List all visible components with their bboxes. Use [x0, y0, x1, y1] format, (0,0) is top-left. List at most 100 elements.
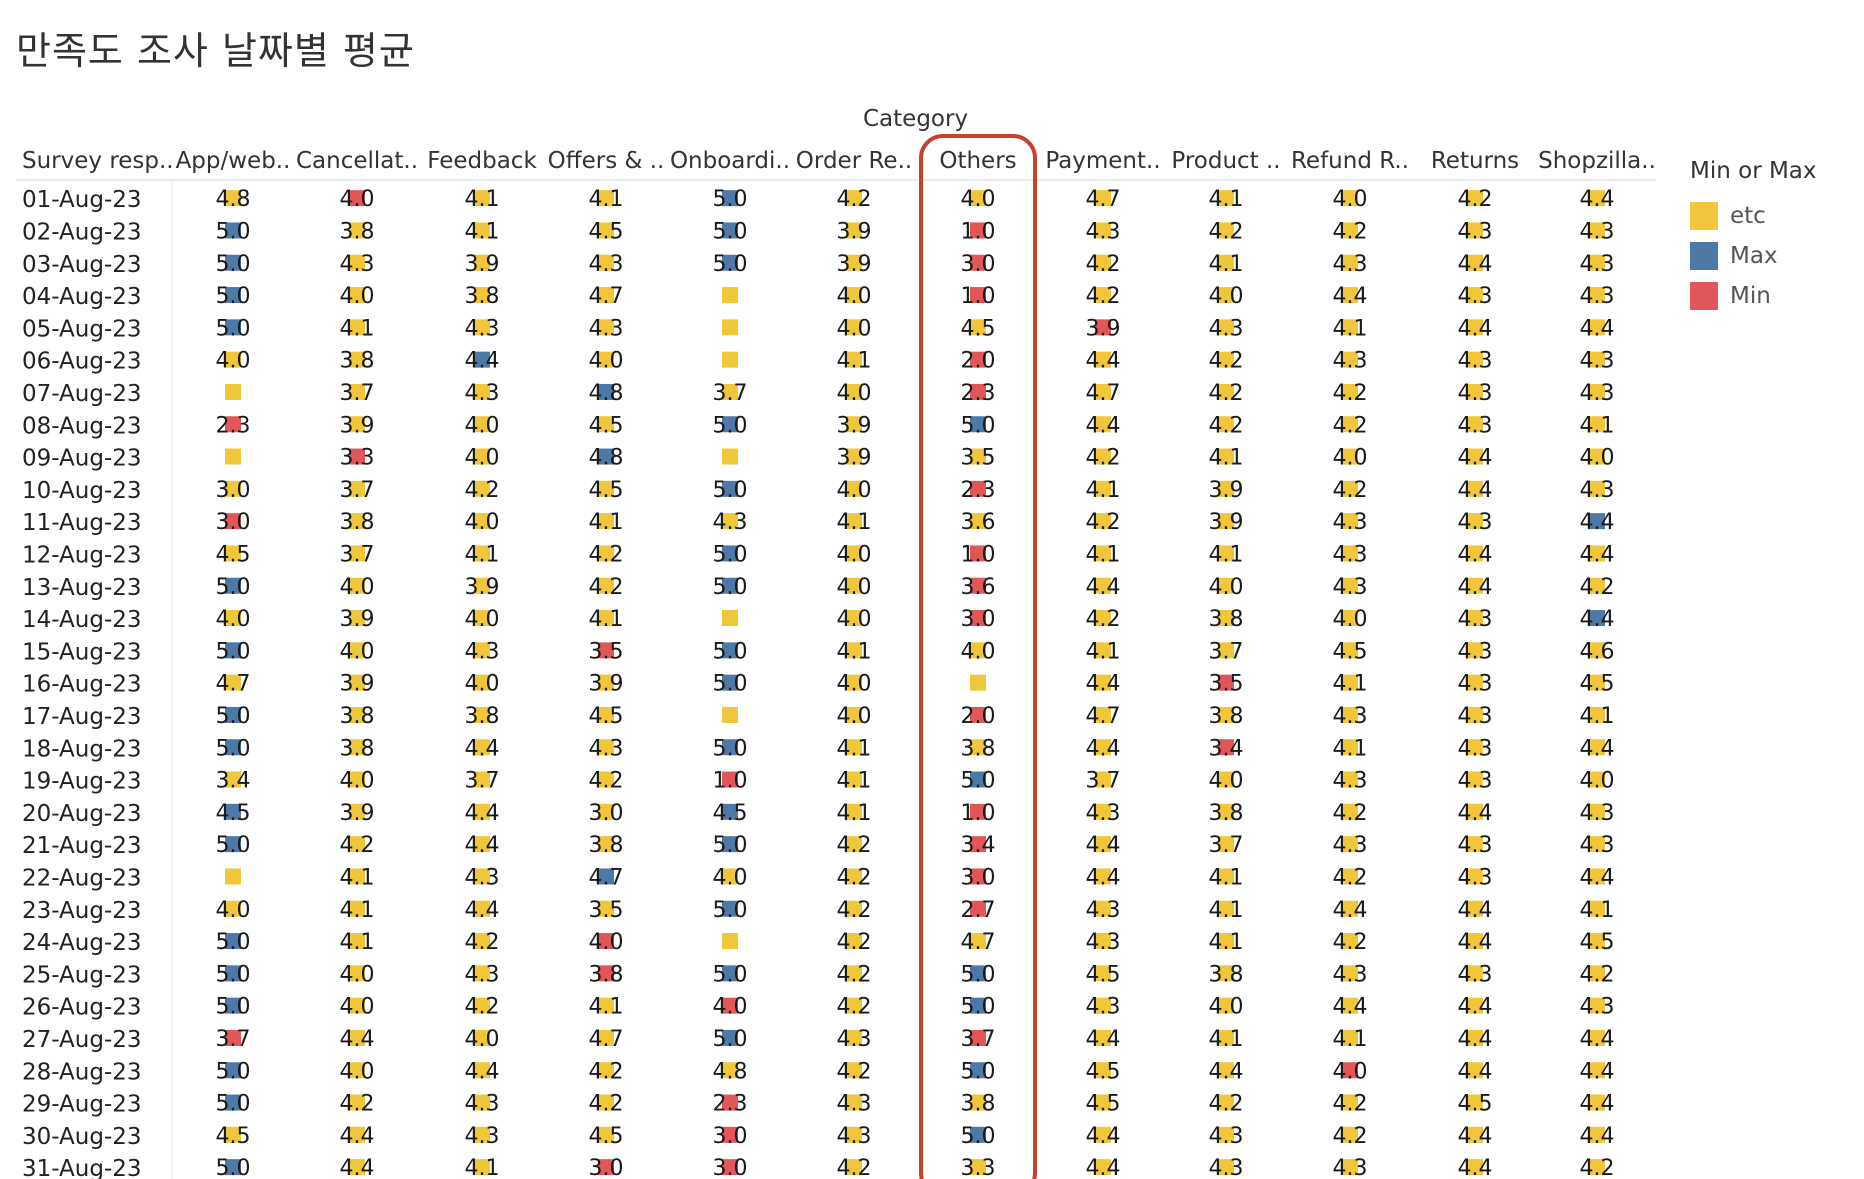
- cell-value: 5.0: [961, 1059, 996, 1084]
- cell-marker-etc: [1467, 706, 1483, 723]
- cell-value: 4.4: [1086, 413, 1121, 438]
- cell-value: 5.0: [961, 995, 996, 1020]
- legend-title: Min or Max: [1690, 158, 1817, 184]
- cell-marker-max: [970, 771, 986, 788]
- cell-marker-etc: [225, 351, 241, 368]
- cell-value: 4.4: [1086, 349, 1121, 374]
- cell-value: 4.4: [1458, 1124, 1493, 1149]
- cell-marker-etc: [722, 448, 738, 465]
- cell-value: 3.7: [216, 1027, 251, 1052]
- cell-value: 4.2: [1086, 510, 1121, 535]
- cell-marker-etc: [349, 1159, 365, 1176]
- cell-value: 3.0: [961, 607, 996, 632]
- cell-value: 3.9: [837, 413, 872, 438]
- cell-value: 5.0: [961, 413, 996, 438]
- cell-value: 4.2: [1209, 381, 1244, 406]
- cell-value: 4.3: [465, 639, 500, 664]
- cell-value: 4.2: [589, 542, 624, 567]
- cell-value: 3.7: [1209, 639, 1244, 664]
- cell-value: 4.2: [1333, 801, 1368, 826]
- cell-marker-min: [225, 1029, 241, 1046]
- cell-value: 4.3: [1458, 865, 1493, 890]
- cell-marker-min: [722, 1159, 738, 1176]
- cell-marker-etc: [474, 803, 490, 820]
- cell-value: 3.0: [216, 510, 251, 535]
- cell-marker-etc: [1095, 868, 1111, 885]
- cell-marker-etc: [349, 1062, 365, 1079]
- cell-value: 3.8: [465, 284, 500, 309]
- cell-value: 4.7: [1086, 704, 1121, 729]
- cell-marker-etc: [598, 1126, 614, 1143]
- cell-value: 4.0: [589, 349, 624, 374]
- cell-value: 4.0: [837, 316, 872, 341]
- cell-marker-etc: [970, 513, 986, 530]
- cell-value: 4.2: [589, 1059, 624, 1084]
- cell-marker-max: [722, 545, 738, 562]
- legend-swatch-etc: [1690, 202, 1718, 230]
- cell-value: 4.1: [837, 639, 872, 664]
- legend-item-max[interactable]: Max: [1690, 236, 1817, 276]
- cell-marker-max: [225, 836, 241, 853]
- cell-marker-max: [225, 222, 241, 239]
- cell-marker-etc: [474, 965, 490, 982]
- legend-item-min[interactable]: Min: [1690, 276, 1817, 316]
- cell-value: 4.2: [837, 833, 872, 858]
- row-date-label: 18-Aug-23: [22, 736, 142, 762]
- cell-marker-etc: [1467, 351, 1483, 368]
- cell-marker-min: [349, 190, 365, 207]
- cell-marker-etc: [1467, 319, 1483, 336]
- cell-marker-etc: [225, 868, 241, 885]
- cell-marker-etc: [1218, 803, 1234, 820]
- cell-marker-etc: [846, 1062, 862, 1079]
- column-header: Offers & ..: [548, 148, 665, 174]
- legend-item-etc[interactable]: etc: [1690, 196, 1817, 236]
- cell-value: 4.2: [837, 1059, 872, 1084]
- cell-marker-etc: [1095, 900, 1111, 917]
- cell-marker-etc: [598, 900, 614, 917]
- cell-value: 4.2: [837, 995, 872, 1020]
- column-header: Refund R..: [1291, 148, 1409, 174]
- cell-value: 4.2: [1580, 962, 1615, 987]
- cell-marker-etc: [598, 771, 614, 788]
- row-date-label: 20-Aug-23: [22, 801, 142, 827]
- cell-value: 5.0: [713, 478, 748, 503]
- cell-marker-etc: [474, 706, 490, 723]
- cell-value: 4.1: [465, 187, 500, 212]
- cell-marker-etc: [1095, 416, 1111, 433]
- cell-marker-etc: [1467, 287, 1483, 304]
- cell-marker-min: [598, 1159, 614, 1176]
- cell-marker-etc: [598, 997, 614, 1014]
- cell-marker-etc: [349, 545, 365, 562]
- cell-value: 5.0: [713, 219, 748, 244]
- cell-marker-etc: [1218, 642, 1234, 659]
- cell-marker-etc: [1095, 771, 1111, 788]
- cell-value: 2.3: [961, 381, 996, 406]
- cell-value: 4.0: [1333, 607, 1368, 632]
- cell-marker-etc: [474, 319, 490, 336]
- cell-marker-etc: [846, 513, 862, 530]
- cell-marker-etc: [1589, 642, 1605, 659]
- cell-value: 4.2: [837, 1156, 872, 1179]
- cell-value: 4.3: [1209, 1156, 1244, 1179]
- cell-marker-etc: [349, 868, 365, 885]
- cell-marker-etc: [1342, 287, 1358, 304]
- cell-marker-etc: [846, 287, 862, 304]
- cell-value: 5.0: [961, 769, 996, 794]
- cell-value: 4.4: [1580, 1124, 1615, 1149]
- cell-marker-etc: [970, 739, 986, 756]
- cell-value: 3.0: [589, 801, 624, 826]
- cell-value: 4.2: [837, 898, 872, 923]
- cell-value: 3.9: [340, 413, 375, 438]
- cell-value: 2.3: [961, 478, 996, 503]
- cell-marker-etc: [349, 287, 365, 304]
- cell-value: 4.0: [465, 446, 500, 471]
- cell-value: 4.1: [340, 865, 375, 890]
- cell-value: 3.8: [465, 704, 500, 729]
- cell-marker-max: [970, 416, 986, 433]
- cell-value: 4.3: [713, 510, 748, 535]
- cell-value: 4.0: [340, 639, 375, 664]
- cell-value: 3.8: [340, 349, 375, 374]
- cell-value: 4.3: [1580, 284, 1615, 309]
- cell-marker-min: [1218, 739, 1234, 756]
- cell-value: 4.1: [1333, 1027, 1368, 1052]
